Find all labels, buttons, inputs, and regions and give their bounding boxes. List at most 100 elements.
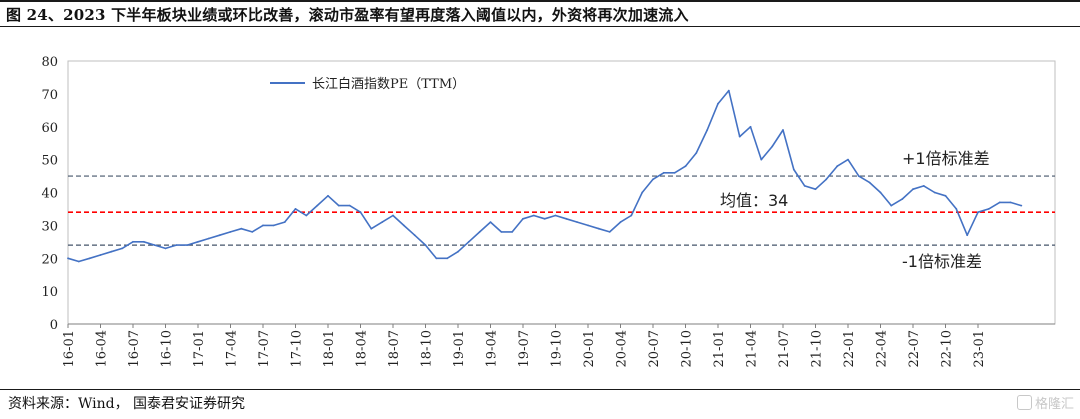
watermark: 格隆汇 [1016, 393, 1074, 412]
data-point [565, 217, 568, 220]
data-point [522, 217, 524, 220]
x-tick-label: 19-04 [485, 330, 500, 367]
y-axis: 0 10 20 30 40 50 60 70 80 [41, 55, 58, 333]
data-point [652, 178, 654, 181]
data-point [901, 198, 904, 201]
data-point [966, 234, 969, 237]
x-tick-label: 16-01 [62, 330, 77, 367]
data-point [987, 208, 990, 210]
data-point [467, 240, 470, 243]
data-point [370, 227, 373, 230]
data-point [413, 234, 416, 237]
ref-label-minus1sd: -1倍标准差 [902, 252, 982, 271]
data-point [890, 204, 893, 207]
data-point [327, 194, 329, 197]
x-tick-label: 21-07 [777, 330, 792, 367]
data-point [944, 194, 947, 197]
data-point [305, 214, 308, 217]
data-point [316, 204, 319, 207]
x-tick-label: 22-07 [907, 330, 922, 367]
data-point [955, 208, 958, 210]
data-point [500, 231, 503, 233]
title-divider [0, 26, 1080, 27]
data-point [673, 171, 676, 174]
data-point [803, 185, 806, 187]
data-point [218, 234, 221, 237]
x-tick-label: 17-10 [290, 330, 305, 367]
data-point [478, 231, 481, 233]
x-tick-label: 19-10 [550, 330, 565, 367]
x-tick-label: 17-07 [257, 330, 272, 367]
data-point [240, 227, 243, 230]
x-tick-label: 19-01 [452, 330, 467, 367]
data-point [597, 227, 600, 230]
y-tick-label: 70 [41, 88, 58, 103]
x-tick-label: 20-01 [582, 330, 597, 367]
data-point [381, 221, 384, 224]
footer-divider [0, 389, 1080, 390]
data-point [511, 231, 514, 233]
data-point [922, 185, 925, 187]
x-tick-label: 19-07 [517, 330, 532, 367]
x-axis: 16-01 16-04 16-07 16-10 17-01 17-04 17-07 17-10… [62, 323, 1055, 367]
data-point [272, 224, 275, 227]
x-tick-label: 20-07 [647, 330, 662, 367]
data-point [457, 250, 459, 253]
data-point [771, 145, 774, 148]
data-point [977, 211, 979, 214]
data-point [760, 158, 763, 161]
x-tick-label: 22-10 [940, 330, 955, 367]
data-point [251, 231, 254, 233]
data-point [868, 181, 871, 184]
x-tick-label: 22-04 [875, 330, 890, 367]
data-point [164, 247, 167, 250]
data-point [782, 129, 784, 131]
data-point [197, 240, 199, 243]
x-tick-label: 20-04 [615, 330, 630, 367]
data-point [608, 231, 611, 233]
y-tick-label: 60 [41, 121, 58, 136]
data-point [706, 129, 709, 131]
data-point [576, 221, 579, 224]
data-point [587, 224, 589, 227]
data-point [132, 240, 134, 243]
data-point [186, 244, 189, 247]
source-note: 资料来源：Wind， 国泰君安证券研究 [8, 396, 246, 412]
data-point [446, 257, 449, 260]
data-point [88, 257, 91, 260]
data-point [554, 214, 557, 217]
data-point [121, 247, 124, 250]
data-point [435, 257, 438, 260]
data-point [110, 250, 113, 253]
data-point [933, 191, 936, 194]
y-tick-label: 50 [41, 154, 58, 169]
x-tick-label: 20-10 [680, 330, 695, 367]
reference-lines [68, 175, 1055, 246]
data-point [662, 171, 665, 174]
x-tick-label: 18-01 [322, 330, 337, 367]
data-point [1020, 204, 1023, 207]
data-point [175, 244, 178, 247]
data-point [402, 224, 405, 227]
data-point [262, 224, 264, 227]
data-point [153, 244, 156, 247]
ref-label-plus1sd: +1倍标准差 [902, 149, 990, 168]
data-point [630, 214, 633, 217]
data-point [738, 135, 741, 138]
data-point [857, 175, 860, 178]
data-point [641, 191, 644, 194]
watermark-logo-icon [1016, 395, 1032, 410]
data-point [825, 178, 828, 181]
legend-label: 长江白酒指数PE（TTM） [312, 76, 465, 92]
x-tick-label: 16-04 [95, 330, 110, 367]
plot-area-frame [67, 60, 1056, 325]
data-point [283, 221, 286, 224]
data-point [77, 260, 80, 263]
data-point [814, 188, 817, 191]
data-point [67, 257, 69, 260]
x-tick-label: 17-01 [192, 330, 207, 367]
data-point [684, 165, 687, 168]
figure-title: 图 24、2023 下半年板块业绩或环比改善，滚动市盈率有望再度落入阈值以内，外… [6, 6, 689, 24]
data-point [142, 240, 145, 243]
x-tick-label: 21-10 [810, 330, 825, 367]
